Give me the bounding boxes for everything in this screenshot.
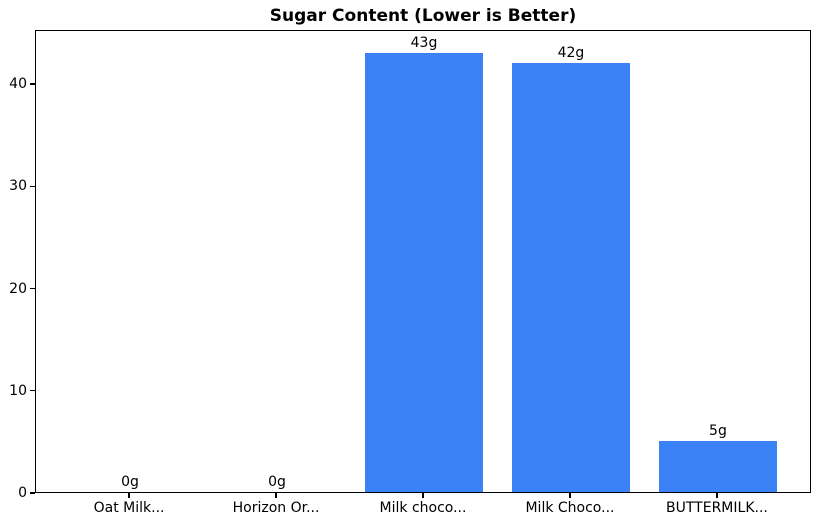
bar [365, 52, 483, 492]
x-tick-label: Oat Milk... [93, 500, 165, 516]
y-tick-label: 0 [18, 485, 27, 501]
y-tick-label: 30 [9, 178, 27, 195]
x-tick-mark [128, 493, 130, 498]
y-tick-mark [30, 390, 35, 392]
chart-title: Sugar Content (Lower is Better) [269, 6, 577, 26]
x-tick-mark [716, 493, 718, 498]
x-tick-label: BUTTERMILK... [666, 500, 768, 516]
y-tick-label: 20 [9, 280, 27, 297]
x-tick-mark [275, 493, 277, 498]
y-tick-label: 10 [9, 382, 27, 399]
bar-value-label: 0g [268, 474, 286, 490]
x-tick-label: Milk choco... [379, 500, 467, 516]
x-tick-label: Milk Choco... [525, 500, 615, 516]
x-tick-mark [569, 493, 571, 498]
y-tick-mark [30, 492, 35, 494]
x-tick-label: Horizon Or... [232, 500, 320, 516]
x-tick-mark [422, 493, 424, 498]
bar-value-label: 0g [121, 474, 139, 490]
bar [659, 440, 777, 492]
bar-value-label: 5g [709, 422, 727, 439]
y-tick-mark [30, 83, 35, 85]
plot-area: 0g 0g 43g 42g 5g [35, 30, 811, 493]
bar [512, 62, 630, 492]
bar-value-label: 43g [410, 34, 438, 51]
y-tick-mark [30, 185, 35, 188]
bar-value-label: 42g [557, 44, 585, 61]
y-tick-label: 40 [9, 76, 27, 93]
y-tick-mark [30, 287, 35, 290]
